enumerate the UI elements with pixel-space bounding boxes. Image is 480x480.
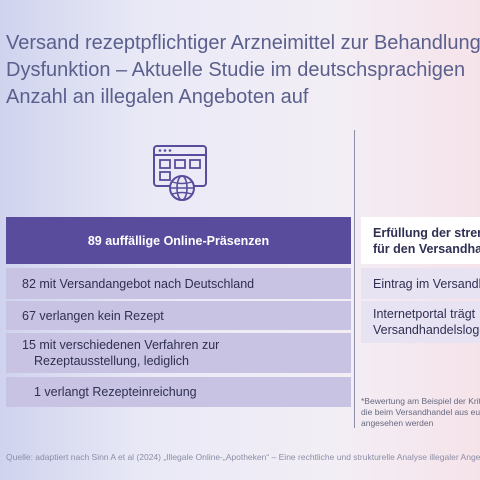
criteria-item: Eintrag im Versandhandelsregister — [361, 268, 480, 299]
footnote-line: die beim Versandhandel aus europäischen — [361, 407, 480, 417]
criteria-header-line: für den Versandhandel — [373, 242, 480, 256]
column-divider — [354, 130, 355, 428]
page-title: Versand rezeptpflichtiger Arzneimittel z… — [6, 30, 480, 111]
criteria-item: Internetportal trägt Versandhandelslogo — [361, 301, 480, 343]
title-line-2: Dysfunktion – Aktuelle Studie im deutsch… — [6, 59, 466, 81]
list-item: 15 mit verschiedenen Verfahren zur Rezep… — [6, 333, 351, 373]
list-item-line: Rezeptausstellung, lediglich — [34, 354, 189, 368]
footnote-line: angesehen werden — [361, 418, 434, 428]
list-item: 1 verlangt Rezepteinreichung — [6, 377, 351, 407]
list-item: 82 mit Versandangebot nach Deutschland — [6, 268, 351, 299]
criteria-header-line: Erfüllung der strengen — [373, 226, 480, 240]
footnote: *Bewertung am Beispiel der Kriterien, di… — [361, 396, 480, 429]
source-note: Quelle: adaptiert nach Sinn A et al (202… — [6, 452, 480, 462]
list-item-line: 15 mit verschiedenen Verfahren zur — [22, 338, 220, 352]
online-presences-header: 89 auffällige Online-Präsenzen — [6, 217, 351, 264]
title-line-3: Anzahl an illegalen Angeboten auf — [6, 86, 309, 108]
title-line-1: Versand rezeptpflichtiger Arzneimittel z… — [6, 32, 480, 54]
web-shop-globe-icon — [153, 145, 207, 201]
list-item: 67 verlangen kein Rezept — [6, 301, 351, 330]
criteria-item-line: Versandhandelslogo — [373, 323, 480, 337]
criteria-item-line: Internetportal trägt — [373, 307, 476, 321]
footnote-line: *Bewertung am Beispiel der Kriterien, — [361, 396, 480, 406]
criteria-header: Erfüllung der strengen für den Versandha… — [361, 217, 480, 264]
